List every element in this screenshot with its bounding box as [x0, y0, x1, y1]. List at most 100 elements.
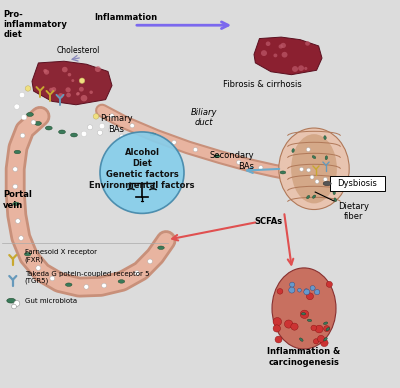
Text: Primary
BAs: Primary BAs [100, 114, 132, 134]
Circle shape [102, 283, 106, 288]
Circle shape [282, 52, 288, 57]
Ellipse shape [66, 283, 72, 286]
Text: Pro-
inflammatory
diet: Pro- inflammatory diet [3, 10, 67, 40]
Text: Dietary
fiber: Dietary fiber [338, 202, 370, 221]
FancyBboxPatch shape [330, 176, 385, 191]
Polygon shape [254, 37, 322, 74]
Circle shape [310, 175, 314, 179]
Circle shape [31, 120, 36, 125]
Circle shape [50, 276, 55, 281]
Circle shape [109, 127, 114, 132]
Circle shape [280, 43, 286, 48]
Text: Dysbiosis: Dysbiosis [337, 179, 377, 188]
Circle shape [307, 168, 311, 172]
Circle shape [305, 41, 310, 46]
Circle shape [58, 93, 64, 99]
Circle shape [43, 69, 47, 73]
Ellipse shape [272, 268, 336, 349]
Circle shape [36, 266, 41, 270]
Circle shape [291, 323, 298, 330]
Circle shape [148, 259, 152, 264]
Circle shape [273, 317, 282, 326]
Circle shape [277, 289, 283, 294]
Circle shape [193, 147, 198, 152]
Circle shape [100, 132, 184, 213]
Circle shape [14, 104, 20, 109]
Circle shape [261, 50, 267, 56]
Circle shape [134, 271, 139, 275]
Text: Cholesterol: Cholesterol [56, 46, 100, 55]
Ellipse shape [214, 155, 220, 158]
Ellipse shape [333, 191, 335, 195]
Circle shape [93, 114, 99, 119]
Ellipse shape [158, 246, 164, 249]
Text: Biliary
duct: Biliary duct [191, 108, 217, 127]
Circle shape [324, 326, 330, 332]
Ellipse shape [301, 313, 306, 315]
Circle shape [290, 282, 295, 287]
Ellipse shape [13, 202, 19, 206]
Ellipse shape [325, 156, 328, 160]
Circle shape [311, 325, 317, 331]
Ellipse shape [334, 198, 336, 202]
Circle shape [84, 284, 89, 289]
Circle shape [99, 123, 105, 129]
Circle shape [13, 184, 18, 189]
Circle shape [62, 67, 68, 72]
Circle shape [320, 339, 328, 346]
Ellipse shape [323, 182, 331, 186]
Circle shape [315, 180, 319, 184]
Text: Portal
vein: Portal vein [3, 190, 32, 210]
Ellipse shape [7, 298, 16, 303]
Circle shape [304, 67, 307, 70]
Ellipse shape [326, 327, 330, 331]
Text: Secondary
BAs: Secondary BAs [209, 151, 254, 171]
Circle shape [306, 293, 314, 300]
Ellipse shape [335, 184, 338, 188]
Circle shape [304, 289, 308, 292]
Circle shape [266, 42, 270, 46]
Text: Inflammation: Inflammation [94, 13, 157, 22]
Ellipse shape [307, 319, 312, 322]
Circle shape [98, 130, 102, 135]
Circle shape [89, 90, 93, 94]
Circle shape [130, 123, 134, 128]
Ellipse shape [333, 185, 336, 189]
Circle shape [326, 281, 332, 288]
Circle shape [25, 86, 31, 91]
Text: Genetic factors: Genetic factors [106, 170, 178, 179]
Ellipse shape [312, 195, 316, 198]
Text: Farnesoid X receptor
(FXR): Farnesoid X receptor (FXR) [25, 249, 97, 263]
Circle shape [81, 131, 87, 137]
Circle shape [119, 134, 125, 139]
Circle shape [68, 73, 71, 76]
Circle shape [79, 78, 85, 83]
Ellipse shape [312, 156, 316, 159]
Circle shape [87, 125, 92, 130]
Circle shape [81, 95, 87, 101]
Text: Gut microbiota: Gut microbiota [25, 298, 77, 304]
Ellipse shape [59, 130, 66, 134]
Circle shape [300, 167, 304, 171]
Ellipse shape [291, 134, 337, 203]
Polygon shape [32, 61, 112, 105]
Circle shape [20, 133, 25, 138]
Circle shape [172, 140, 176, 144]
Circle shape [79, 87, 84, 92]
Circle shape [95, 66, 101, 72]
Circle shape [71, 79, 74, 82]
Circle shape [258, 166, 263, 170]
Circle shape [298, 65, 304, 71]
Circle shape [300, 310, 309, 319]
Circle shape [76, 92, 79, 96]
Ellipse shape [14, 150, 21, 154]
Circle shape [289, 287, 295, 293]
Circle shape [13, 167, 18, 171]
Circle shape [314, 289, 320, 295]
Circle shape [298, 288, 301, 292]
Text: SCFAs: SCFAs [254, 217, 282, 226]
Circle shape [310, 286, 315, 291]
Circle shape [273, 325, 280, 332]
Ellipse shape [70, 133, 78, 137]
Circle shape [323, 177, 327, 181]
